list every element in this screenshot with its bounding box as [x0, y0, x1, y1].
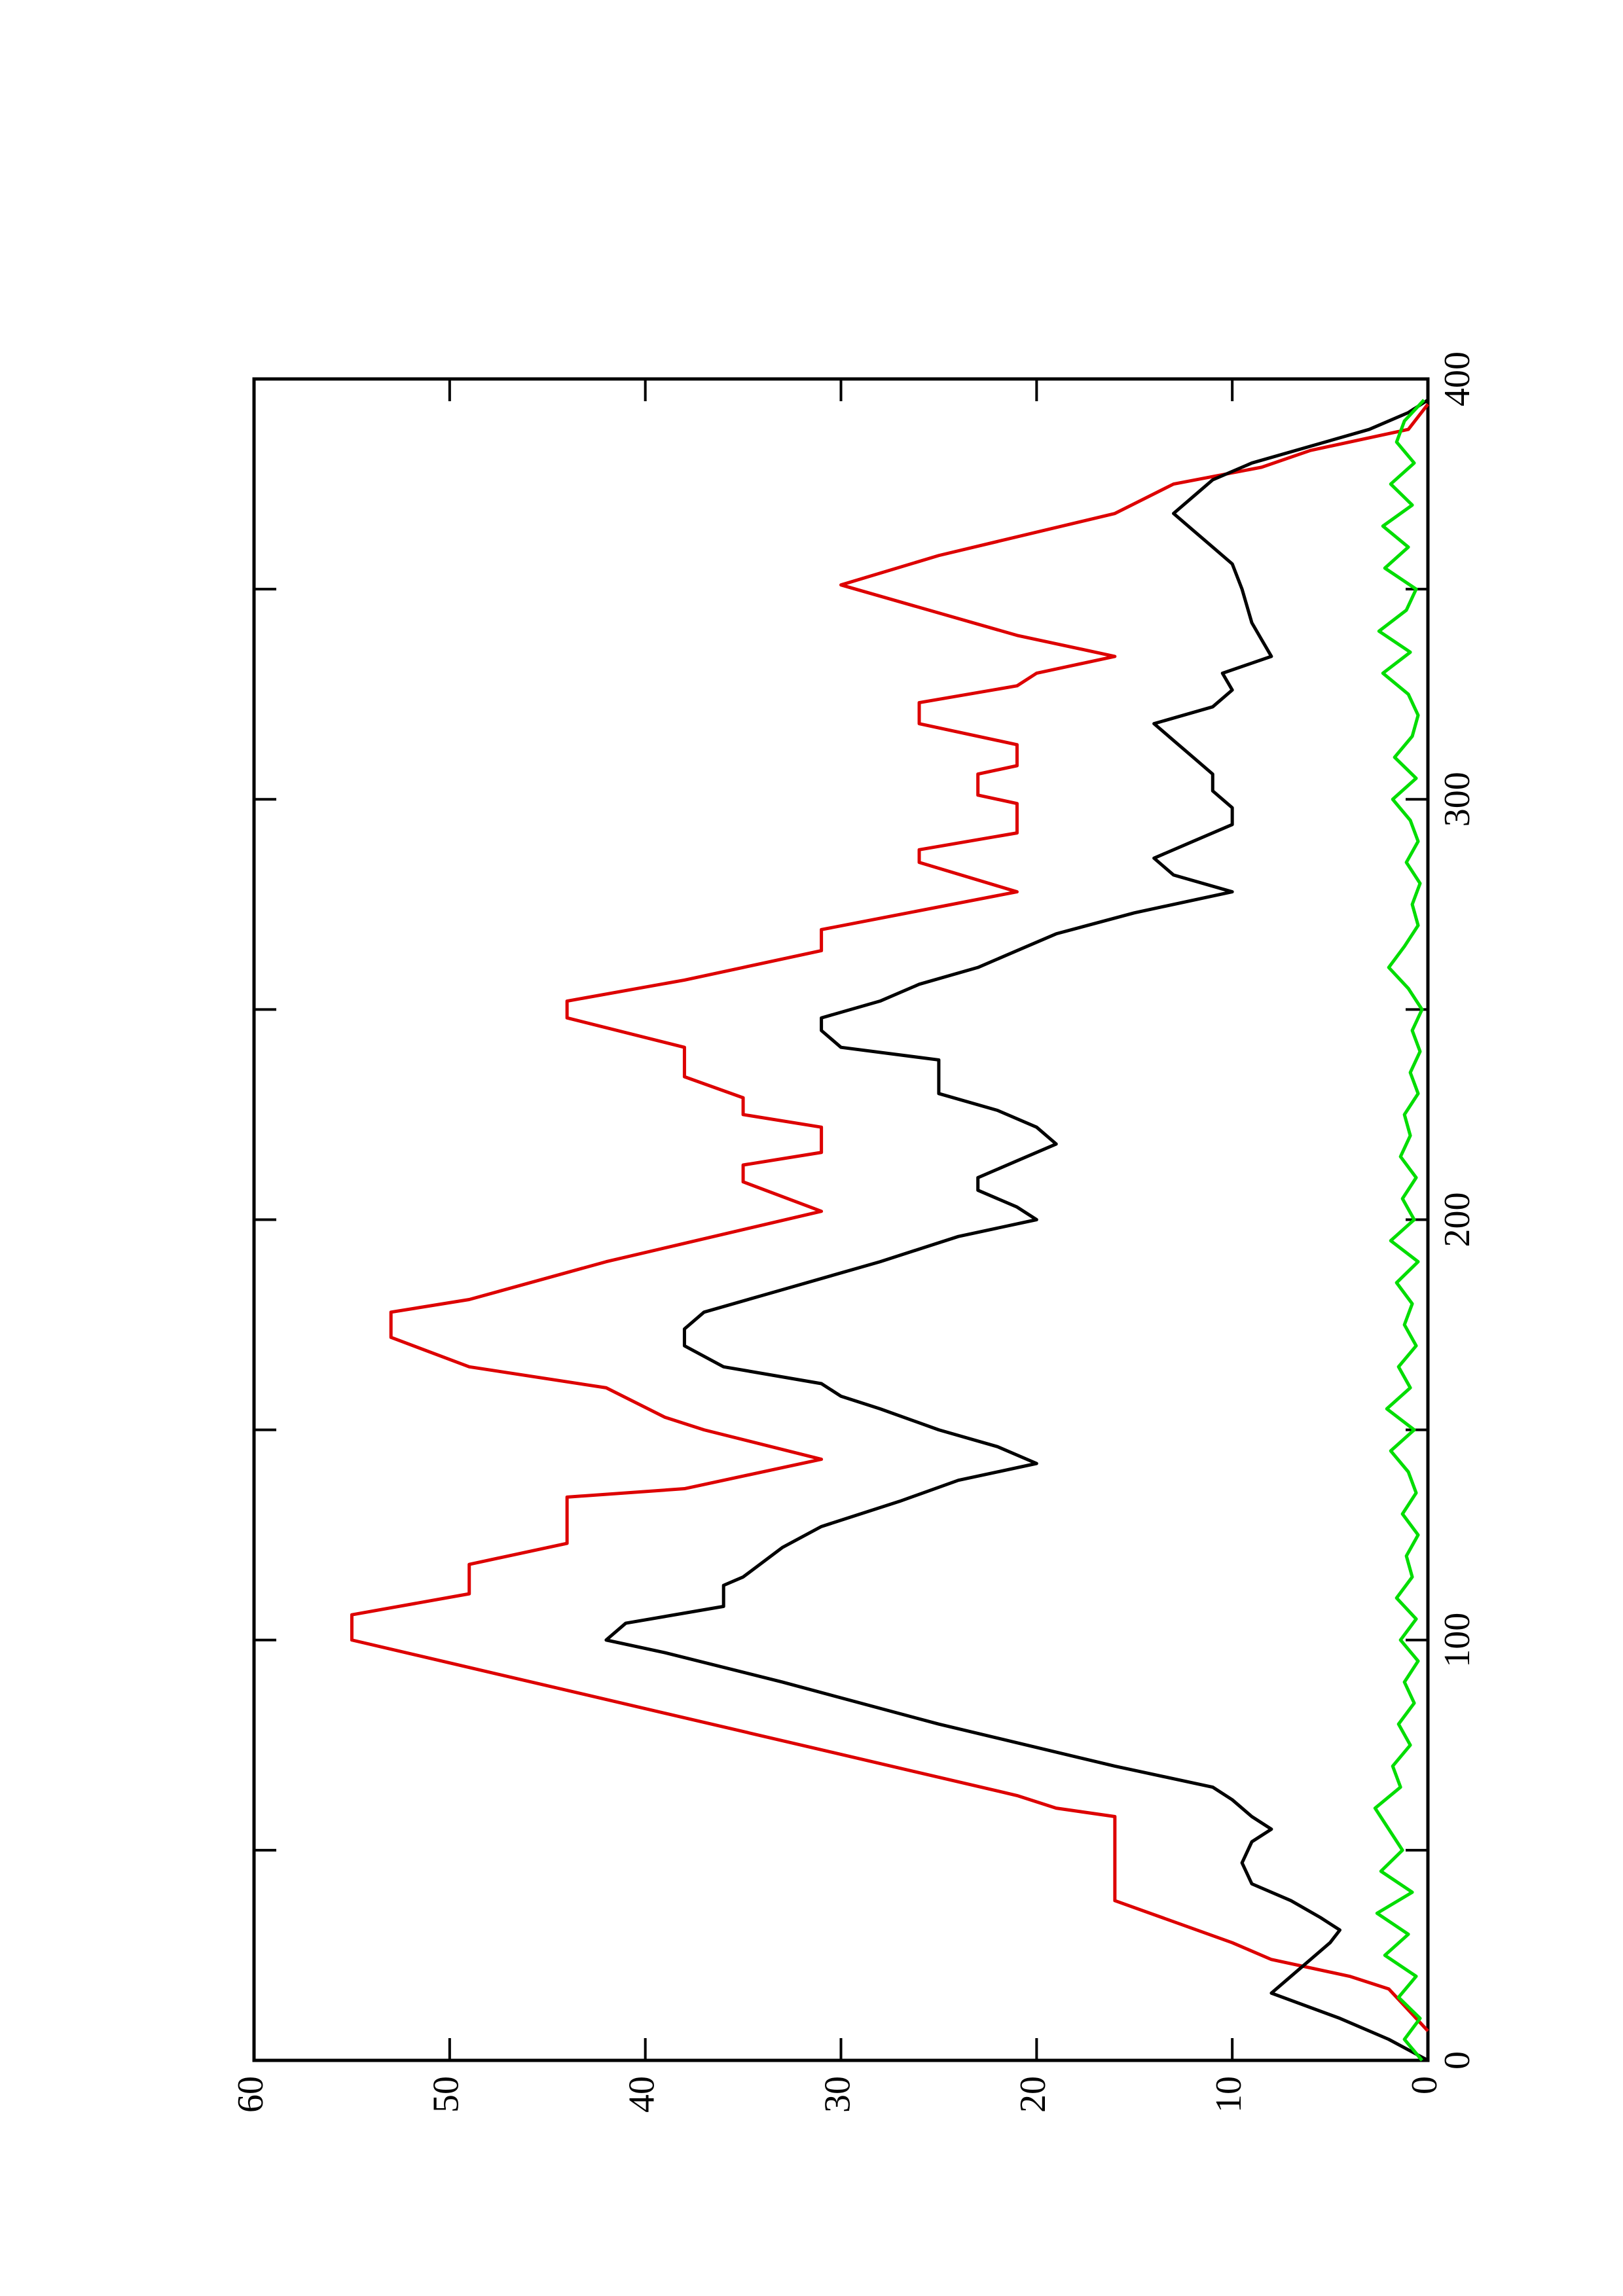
data-line — [350, 403, 1429, 2032]
y-tick-label: 0 — [1404, 2076, 1445, 2094]
y-tick-label: 10 — [1209, 2076, 1249, 2113]
y-tick-label: 30 — [817, 2076, 858, 2113]
plot-area: 0 100 200 300 400 0 10 20 30 40 50 60 — [230, 351, 1478, 2113]
y-tick-label: 60 — [230, 2076, 271, 2113]
y-tick-label: 50 — [426, 2076, 467, 2113]
x-tick-label: 200 — [1437, 1193, 1478, 1247]
x-tick-label: 400 — [1437, 351, 1478, 406]
x-tick-label: 100 — [1437, 1613, 1478, 1668]
x-tick-label: 0 — [1437, 2051, 1478, 2070]
plot-frame — [252, 377, 1430, 2062]
data-line — [604, 399, 1429, 2062]
y-tick-label: 20 — [1013, 2076, 1053, 2113]
x-tick-label: 300 — [1437, 772, 1478, 827]
y-tick-label: 40 — [622, 2076, 663, 2113]
data-line — [1373, 399, 1425, 2062]
